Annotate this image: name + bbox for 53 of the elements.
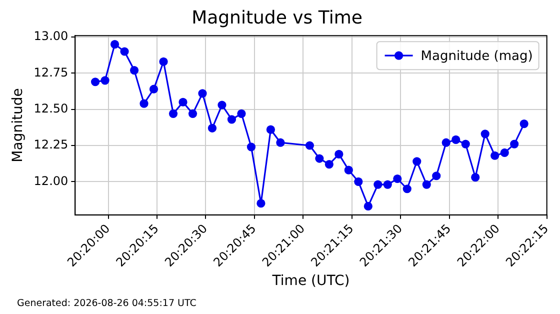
point xyxy=(159,57,168,66)
point xyxy=(510,140,519,148)
point xyxy=(188,109,198,118)
y-tick-label: 12.00 xyxy=(34,174,68,188)
point xyxy=(461,140,470,148)
legend-label: Magnitude (mag) xyxy=(420,48,533,64)
y-tick-label: 13.00 xyxy=(34,29,68,44)
point xyxy=(324,160,334,169)
point xyxy=(383,180,392,189)
y-tick-label: 12.75 xyxy=(34,65,68,80)
point xyxy=(334,150,344,158)
point xyxy=(218,100,226,110)
point xyxy=(149,84,158,94)
y-axis-title: Magnitude xyxy=(10,88,26,162)
point xyxy=(140,99,148,108)
point xyxy=(90,78,100,86)
point xyxy=(402,184,412,194)
point xyxy=(412,157,422,166)
point xyxy=(374,180,382,189)
point xyxy=(178,98,188,106)
point xyxy=(315,154,324,163)
point xyxy=(208,124,217,132)
y-tick-label: 12.25 xyxy=(34,138,68,152)
point xyxy=(100,76,110,85)
point xyxy=(168,109,178,118)
point xyxy=(246,142,256,152)
point xyxy=(120,47,129,56)
point xyxy=(480,130,490,138)
point xyxy=(227,115,236,124)
y-tick-label: 12.50 xyxy=(34,101,68,116)
x-axis-title: Time (UTC) xyxy=(271,273,350,290)
point xyxy=(198,89,207,98)
point xyxy=(266,125,276,134)
point xyxy=(471,173,480,182)
point xyxy=(490,151,500,160)
point xyxy=(344,166,353,174)
point xyxy=(442,138,450,147)
point xyxy=(393,174,402,184)
point xyxy=(432,172,441,180)
chart-title: Magnitude vs Time xyxy=(192,7,362,28)
point xyxy=(110,40,120,49)
point xyxy=(256,199,266,208)
point xyxy=(452,135,460,144)
point xyxy=(354,177,363,186)
point xyxy=(520,120,528,128)
point xyxy=(422,180,431,189)
point xyxy=(276,138,285,147)
point xyxy=(364,202,372,211)
point xyxy=(130,66,139,75)
point xyxy=(237,109,246,118)
point xyxy=(305,141,314,150)
text: Generated: 2026-08-26 04:55:17 UTC xyxy=(17,298,196,309)
point xyxy=(500,148,509,158)
